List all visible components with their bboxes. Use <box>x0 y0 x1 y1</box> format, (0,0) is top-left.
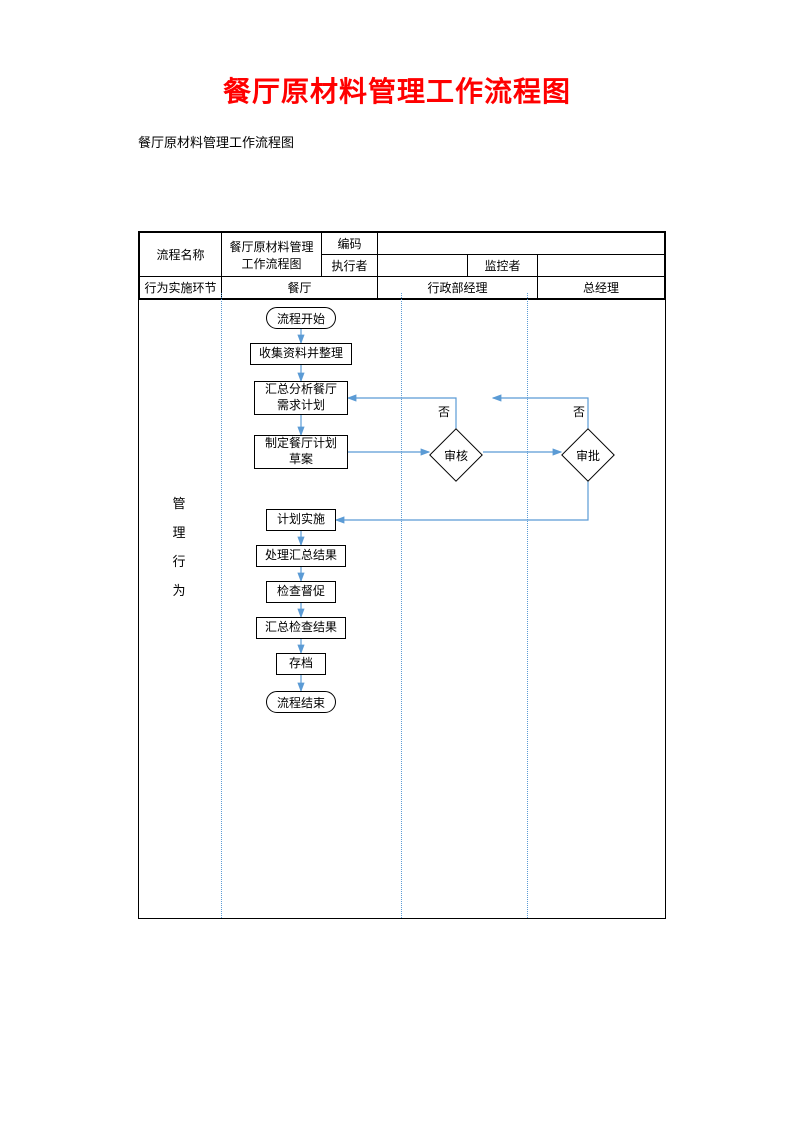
node-n8: 存档 <box>276 653 326 675</box>
hdr-executor-value <box>378 255 468 277</box>
node-n6: 检查督促 <box>266 581 336 603</box>
hdr-process-name-value: 餐厅原材料管理工作流程图 <box>222 233 322 277</box>
row-label-1: 管 <box>171 493 187 512</box>
edge-label-no2: 否 <box>573 403 585 420</box>
header-table-wrap: 流程名称 餐厅原材料管理工作流程图 编码 执行者 监控者 行为实施环节 餐厅 行… <box>138 231 666 300</box>
row-label-4: 为 <box>171 580 187 599</box>
node-n7: 汇总检查结果 <box>256 617 346 639</box>
lane-divider-3 <box>527 293 528 918</box>
hdr-process-name-label: 流程名称 <box>140 233 222 277</box>
hdr-executor-label: 执行者 <box>322 255 378 277</box>
node-n1: 收集资料并整理 <box>250 343 352 365</box>
hdr-monitor-value <box>538 255 665 277</box>
hdr-monitor-label: 监控者 <box>468 255 538 277</box>
hdr-code-label: 编码 <box>322 233 378 255</box>
node-end: 流程结束 <box>266 691 336 713</box>
flowchart-diagram: 流程名称 餐厅原材料管理工作流程图 编码 执行者 监控者 行为实施环节 餐厅 行… <box>138 231 666 931</box>
lane-divider-1 <box>221 293 222 918</box>
subtitle: 餐厅原材料管理工作流程图 <box>138 132 794 151</box>
page-title: 餐厅原材料管理工作流程图 <box>0 0 794 110</box>
hdr-code-value <box>378 233 665 255</box>
node-d1: 审核 <box>426 437 486 473</box>
node-start: 流程开始 <box>266 307 336 329</box>
lane-divider-2 <box>401 293 402 918</box>
swimlane-area: 管 理 行 为 <box>138 293 666 919</box>
node-n2: 汇总分析餐厅需求计划 <box>254 381 348 415</box>
node-n3: 制定餐厅计划草案 <box>254 435 348 469</box>
header-table: 流程名称 餐厅原材料管理工作流程图 编码 执行者 监控者 行为实施环节 餐厅 行… <box>139 232 665 299</box>
row-label: 管 理 行 为 <box>171 493 187 609</box>
row-label-3: 行 <box>171 551 187 570</box>
row-label-2: 理 <box>171 522 187 541</box>
node-d2: 审批 <box>558 437 618 473</box>
node-n4: 计划实施 <box>266 509 336 531</box>
node-n5: 处理汇总结果 <box>256 545 346 567</box>
edge-label-no1: 否 <box>438 403 450 420</box>
